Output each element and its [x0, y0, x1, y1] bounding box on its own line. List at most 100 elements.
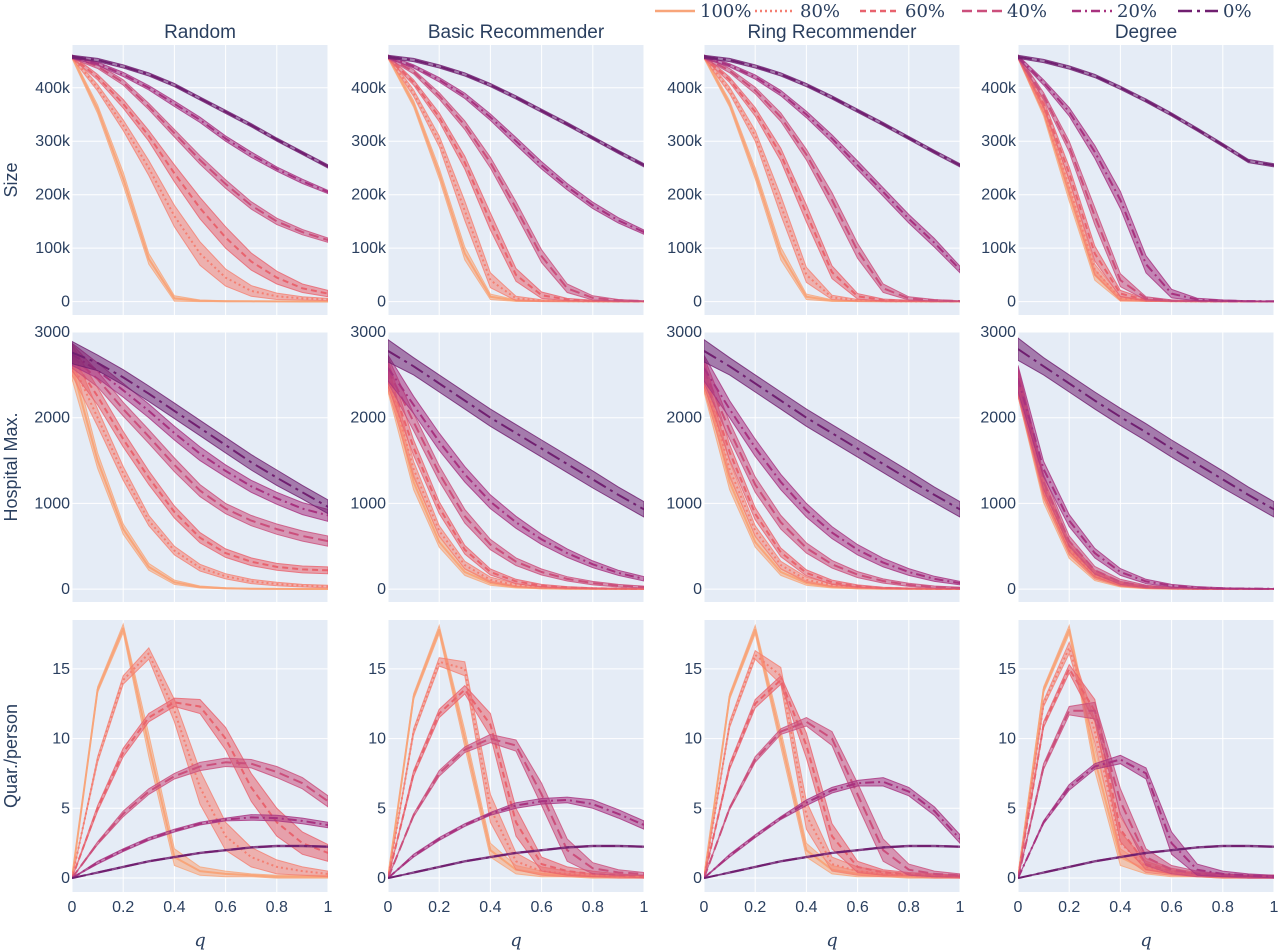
line-series-5 — [1018, 55, 1274, 167]
line-series-2 — [704, 372, 960, 590]
line-series-3 — [704, 720, 960, 879]
panel-r2-c1: 0 5 10 15 0 0.2 0.4 0.6 0.8 1 q — [368, 620, 649, 951]
band-series-4 — [72, 342, 328, 522]
ytick-label: 100k — [35, 240, 71, 257]
line-series-5 — [704, 845, 960, 880]
line-series-3 — [388, 55, 644, 303]
ytick-label: 2000 — [350, 410, 386, 427]
legend-item-2: 60% — [860, 1, 945, 22]
ytick-label: 400k — [667, 80, 703, 97]
band-series-3 — [1018, 54, 1274, 303]
xtick-label: 0 — [68, 899, 77, 916]
ytick-label: 3000 — [34, 324, 70, 341]
line-series-5 — [72, 845, 328, 880]
series-group — [72, 622, 328, 880]
line-series-5 — [388, 350, 644, 511]
line-series-3 — [72, 761, 328, 879]
xtick-label: 0.6 — [1160, 899, 1182, 916]
legend-item-0: 100% — [655, 1, 751, 22]
xtick-label: 0 — [1014, 899, 1023, 916]
row-label-2: Quar./person — [1, 704, 21, 808]
line-series-5 — [1018, 845, 1274, 880]
band-series-5 — [388, 54, 644, 168]
xtick-label: 0 — [700, 899, 709, 916]
xtick-label: 1 — [324, 899, 333, 916]
band-series-4 — [1018, 754, 1274, 879]
ytick-label: 15 — [998, 661, 1016, 678]
xtick-label: 0.6 — [846, 899, 868, 916]
line-series-5 — [388, 845, 644, 880]
xtick-label: 0.2 — [1058, 899, 1080, 916]
x-axis-label: q — [1140, 930, 1152, 951]
band-series-2 — [72, 54, 328, 298]
plot-background — [72, 45, 328, 315]
line-series-2 — [72, 357, 328, 572]
xtick-label: 0.8 — [898, 899, 920, 916]
ytick-label: 1000 — [34, 495, 70, 512]
line-series-4 — [1018, 56, 1274, 303]
line-series-2 — [704, 56, 960, 303]
ytick-label: 200k — [667, 187, 703, 204]
xtick-label: 0.4 — [163, 899, 185, 916]
panel-grid: 0 100k 200k 300k 400k 0 100k 200k 300k 400k 0 100k 2… — [34, 45, 1279, 951]
legend-label-2: 60% — [905, 1, 945, 22]
panel-r1-c3: 0 1000 2000 3000 — [980, 324, 1275, 602]
band-series-3 — [388, 733, 644, 879]
row-label-1: Hospital Max. — [1, 412, 21, 521]
ytick-label: 1000 — [980, 495, 1016, 512]
panel-r0-c1: 0 100k 200k 300k 400k — [351, 45, 645, 315]
ytick-label: 0 — [377, 294, 386, 311]
band-series-2 — [72, 697, 328, 879]
line-series-1 — [388, 660, 644, 879]
line-series-5 — [72, 351, 328, 508]
ytick-label: 200k — [351, 187, 387, 204]
ytick-label: 5 — [693, 800, 702, 817]
line-series-4 — [1018, 378, 1274, 590]
xtick-label: 0.4 — [795, 899, 817, 916]
ytick-label: 400k — [35, 80, 71, 97]
line-series-1 — [72, 361, 328, 588]
x-axis-label: q — [826, 930, 838, 951]
ytick-label: 0 — [377, 581, 386, 598]
line-series-1 — [72, 56, 328, 301]
ytick-label: 15 — [52, 661, 70, 678]
band-series-3 — [704, 717, 960, 879]
series-group — [1018, 623, 1274, 880]
band-series-4 — [388, 54, 644, 235]
band-series-3 — [72, 54, 328, 243]
series-group — [72, 340, 328, 590]
line-series-3 — [704, 369, 960, 589]
band-series-4 — [704, 777, 960, 879]
line-series-2 — [388, 56, 644, 303]
legend-label-1: 80% — [800, 1, 840, 22]
legend: 100% 80% 60% 40% 20% 0% — [655, 1, 1252, 22]
band-series-4 — [72, 54, 328, 195]
band-series-4 — [1018, 54, 1274, 303]
panel-r0-c2: 0 100k 200k 300k 400k — [667, 45, 961, 315]
ytick-label: 0 — [1007, 581, 1016, 598]
ytick-label: 0 — [61, 294, 70, 311]
ytick-label: 300k — [981, 133, 1017, 150]
column-title-1: Basic Recommender — [428, 22, 605, 43]
ytick-label: 10 — [52, 731, 70, 748]
xtick-label: 1 — [956, 899, 965, 916]
line-series-3 — [388, 737, 644, 879]
ytick-label: 400k — [981, 80, 1017, 97]
series-group — [704, 623, 960, 880]
series-group — [72, 54, 328, 303]
line-series-0 — [72, 56, 328, 303]
band-series-1 — [72, 54, 328, 302]
ytick-label: 400k — [351, 80, 387, 97]
ytick-label: 0 — [693, 581, 702, 598]
ytick-label: 5 — [377, 800, 386, 817]
xtick-label: 0.8 — [1212, 899, 1234, 916]
ytick-label: 100k — [981, 240, 1017, 257]
xtick-label: 0.8 — [582, 899, 604, 916]
ytick-label: 0 — [61, 581, 70, 598]
line-series-5 — [704, 55, 960, 167]
band-series-4 — [704, 54, 960, 274]
ytick-label: 0 — [1007, 294, 1016, 311]
band-series-2 — [1018, 54, 1274, 303]
band-series-3 — [72, 343, 328, 547]
